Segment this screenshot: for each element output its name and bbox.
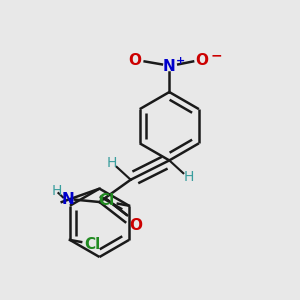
Text: Cl: Cl (84, 238, 100, 253)
Text: H: H (106, 156, 116, 170)
Text: O: O (129, 218, 142, 233)
Text: +: + (176, 56, 185, 66)
Text: N: N (163, 59, 176, 74)
Text: H: H (184, 170, 194, 184)
Text: O: O (196, 53, 208, 68)
Text: O: O (129, 53, 142, 68)
Text: −: − (211, 48, 222, 62)
Text: Cl: Cl (99, 193, 115, 208)
Text: N: N (62, 192, 75, 207)
Text: H: H (52, 184, 62, 198)
